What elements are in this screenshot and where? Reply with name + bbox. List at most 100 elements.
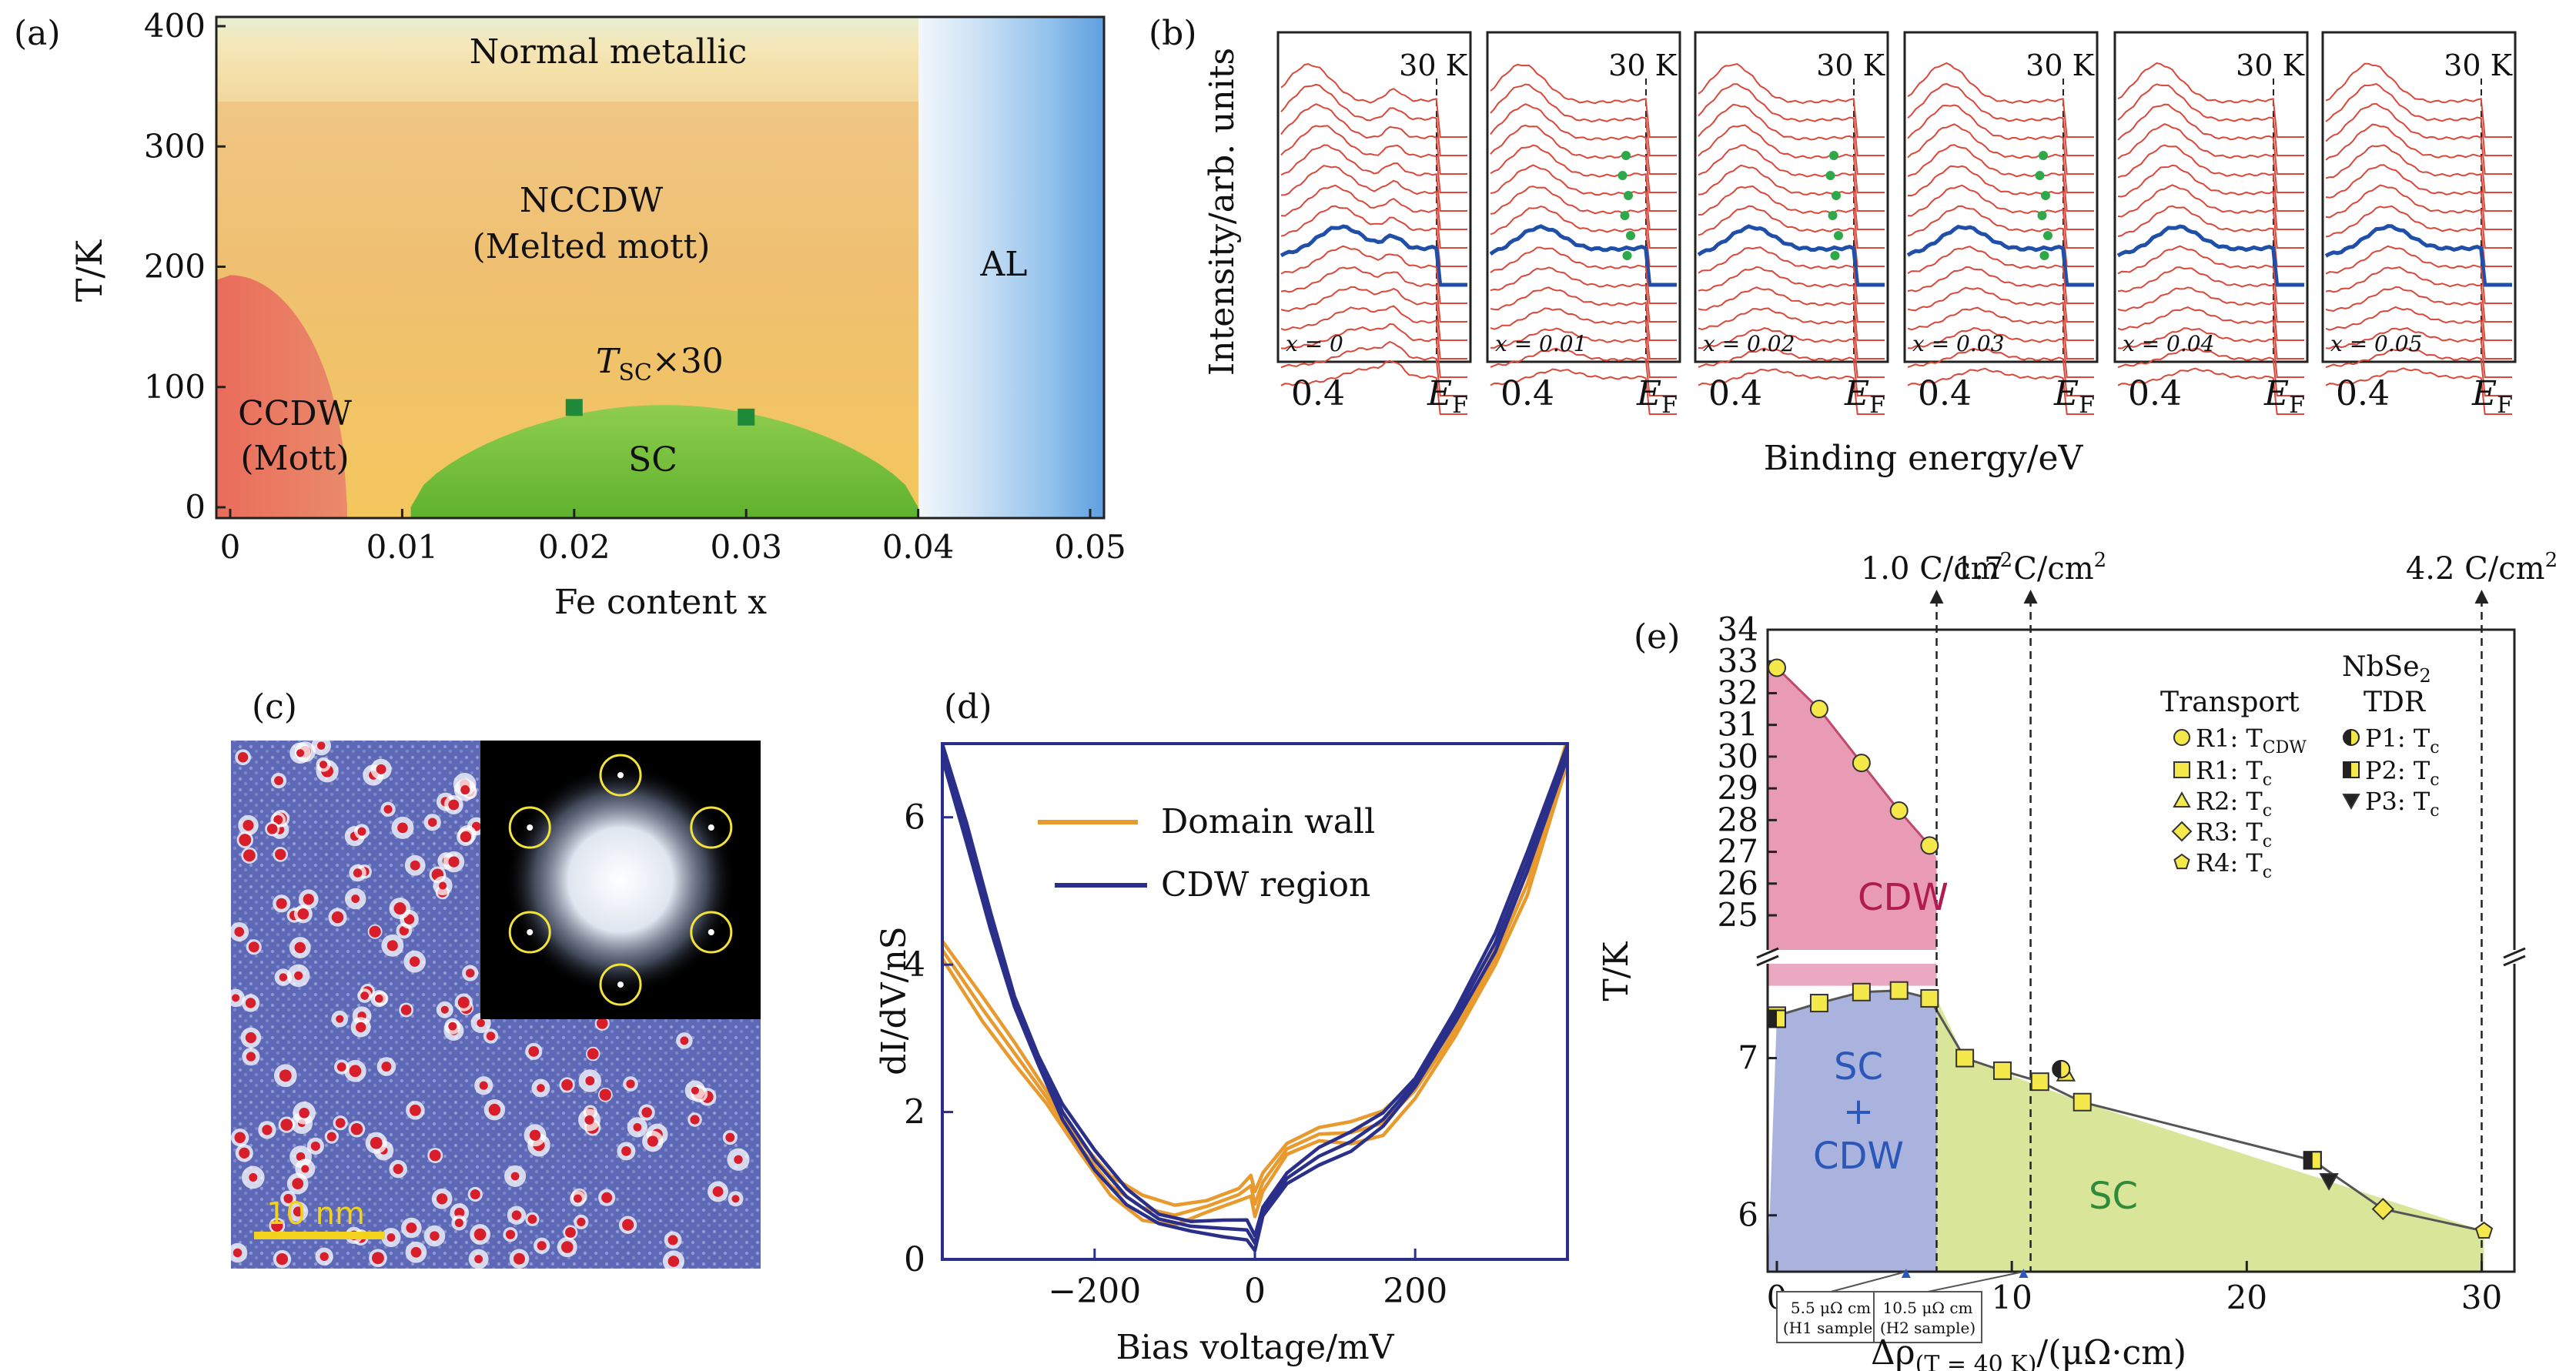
edc-curve: [1698, 347, 1885, 396]
defect: [319, 761, 328, 769]
defect: [234, 927, 245, 937]
label-nccdw: NCCDW: [520, 181, 664, 220]
edc-curve: [2117, 306, 2304, 359]
edc-curve: [2325, 306, 2512, 359]
data-point-square: [2030, 1072, 2049, 1092]
y-tick-label: 26: [1718, 864, 1758, 902]
edc-curve: [1280, 266, 1467, 323]
defect: [528, 1045, 540, 1057]
defect: [310, 1141, 320, 1151]
legend-entry: R4: Tc: [2196, 848, 2272, 882]
defect: [293, 1206, 303, 1217]
panel-d-axes: −200 0 200 0 2 4 6: [904, 798, 1447, 1311]
defect: [633, 1122, 642, 1132]
gap-marker: [2039, 151, 2048, 160]
label-normal-metallic: Normal metallic: [470, 32, 748, 72]
data-point-square: [1809, 994, 1828, 1013]
highlight-curve: [2324, 224, 2512, 287]
defect: [410, 860, 420, 871]
edc-curve: [2325, 327, 2512, 378]
defect: [427, 818, 437, 827]
data-point-halfcircle-half: [2052, 1060, 2062, 1078]
subpanel-label: x = 0.05: [2330, 331, 2422, 356]
didv-curve: [942, 756, 1567, 1252]
defect: [303, 894, 314, 905]
defect: [460, 785, 470, 795]
dose-label: 4.2 C/cm2: [2406, 549, 2558, 587]
edc-curve: [1490, 205, 1677, 267]
edc-curve: [1280, 340, 1467, 396]
edc-curve: [1280, 245, 1467, 304]
defect: [274, 776, 283, 785]
defect: [243, 849, 256, 862]
edc-curve: [1907, 266, 2094, 323]
edc-curve: [1280, 125, 1467, 193]
edc-curve: [1698, 286, 1885, 341]
edc-curve: [1907, 144, 2094, 212]
arpes-subpanel: 30 K x = 0.05 0.4 EF: [2321, 31, 2517, 419]
defect: [279, 973, 288, 981]
tick-0.4: 0.4: [2336, 374, 2390, 413]
defect: [376, 764, 386, 774]
axis-break-mark: [2503, 955, 2526, 967]
defect: [349, 1065, 362, 1078]
panel-b: (b) 30 K x = 0 0.4 EF 30 K x = 0.01 0.4 EF 30 K x…: [1149, 14, 2517, 478]
defect: [465, 968, 475, 978]
defect: [474, 1255, 483, 1264]
data-point-square: [1889, 981, 1909, 1000]
panel-b-xlabel: Binding energy/eV: [1764, 439, 2084, 478]
edc-curve: [1907, 184, 2094, 249]
fft-peak-ring: [599, 754, 642, 797]
gap-marker: [1620, 211, 1630, 220]
data-point-square: [1992, 1061, 2012, 1080]
edc-curve: [1698, 124, 1885, 193]
edc-curve: [2117, 83, 2304, 156]
label-sccdw-3: CDW: [1813, 1135, 1904, 1178]
label-sccdw-2: +: [1843, 1090, 1874, 1133]
defect: [731, 1195, 740, 1203]
defect: [374, 994, 383, 1003]
legend-entry: R3: Tc: [2196, 818, 2272, 851]
edc-curve: [1280, 305, 1467, 359]
x-tick-label: 0.01: [366, 528, 439, 566]
gap-marker: [1829, 151, 1838, 160]
y-tick-label: 34: [1718, 610, 1758, 648]
y-tick-label: 33: [1718, 642, 1758, 680]
edc-curve: [2117, 367, 2304, 415]
panel-a-ylabel: T/K: [69, 239, 110, 302]
defect: [680, 1036, 689, 1045]
edc-curve: [2325, 367, 2512, 415]
data-point-circle: [1920, 836, 1939, 855]
y-tick-label: 31: [1718, 706, 1758, 744]
y-tick-label: 32: [1718, 674, 1758, 711]
legend-entry: R1: TCDW: [2196, 724, 2307, 757]
defect: [691, 1086, 699, 1095]
tick-ef: EF: [1844, 374, 1885, 419]
edc-curve: [1280, 359, 1467, 415]
edc-curve: [1490, 347, 1677, 396]
label-mott: (Mott): [240, 439, 349, 478]
defect: [529, 1129, 541, 1141]
y-tick-label: 7: [1738, 1039, 1758, 1077]
edc-curve: [1698, 327, 1885, 378]
edc-curve: [1490, 246, 1677, 304]
defect: [239, 1147, 250, 1159]
edc-curve: [2325, 184, 2512, 249]
arpes-subpanels: 30 K x = 0 0.4 EF 30 K x = 0.01 0.4 EF 30 K x = 0…: [1276, 31, 2517, 419]
defect: [667, 1256, 680, 1267]
data-point-halfsquare-half: [2303, 1152, 2313, 1169]
note-arrow: [1901, 1269, 1911, 1278]
defect: [386, 1233, 396, 1242]
axis-break-mark: [1756, 947, 1779, 959]
legend-entry: R2: Tc: [2196, 787, 2272, 821]
data-point-downtriangle: [2319, 1173, 2339, 1191]
edc-curve: [1280, 83, 1467, 156]
y-tick-label: 25: [1718, 896, 1758, 934]
legend-col-transport: Transport: [2160, 687, 2300, 718]
dose-arrow: [2023, 590, 2038, 604]
dose-label: 1.7 C/cm2: [1955, 549, 2106, 587]
fft-peak-ring: [508, 911, 551, 954]
arpes-subpanel: 30 K x = 0 0.4 EF: [1276, 31, 1472, 419]
highlight-curve: [1906, 224, 2094, 287]
